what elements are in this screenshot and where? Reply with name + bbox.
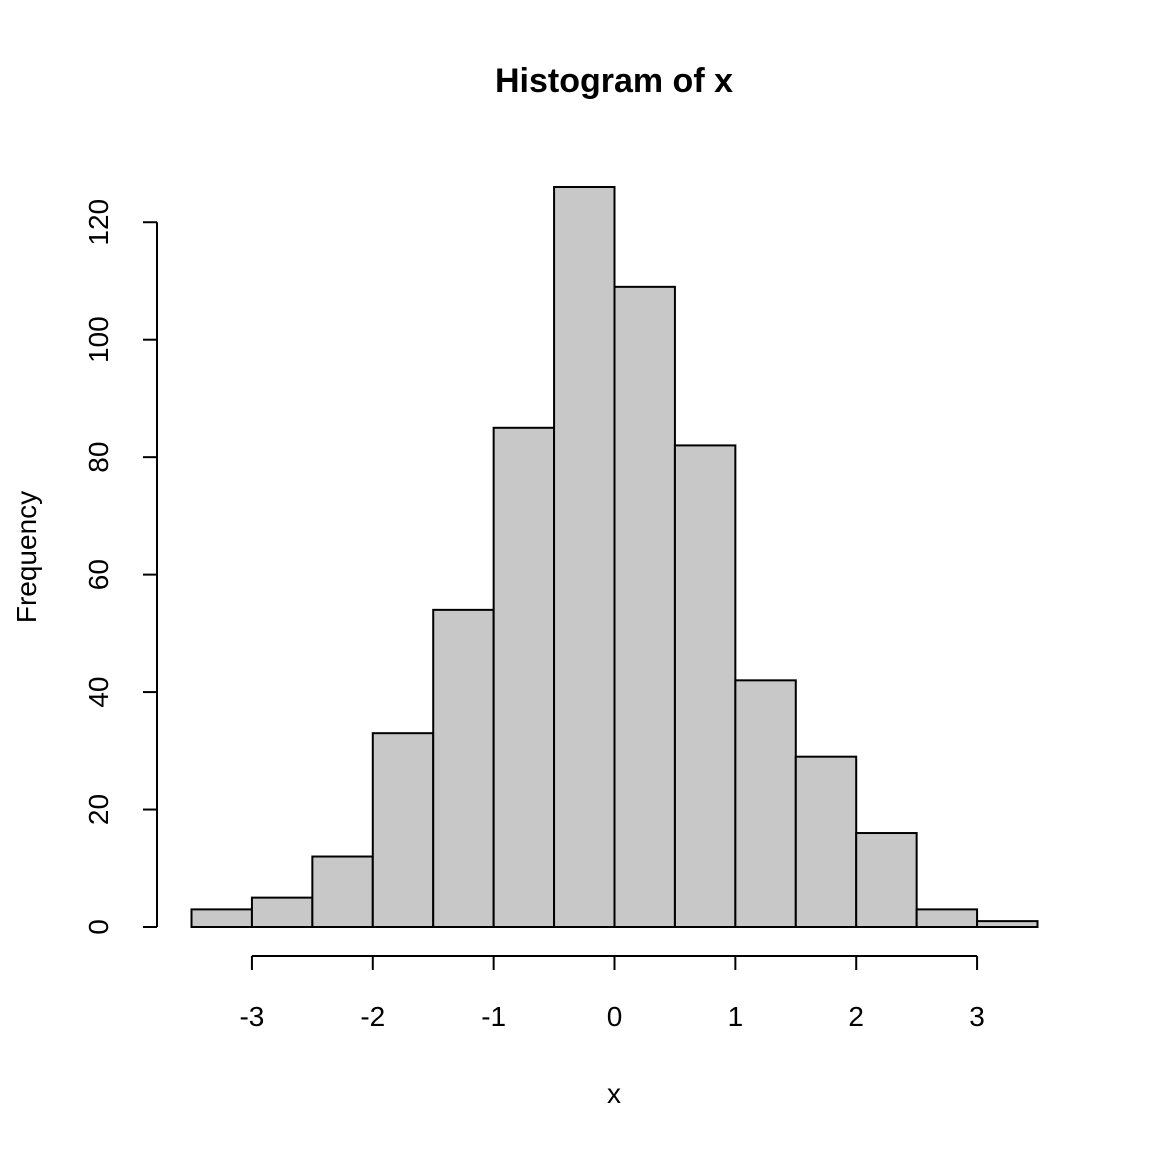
histogram-bar [492,426,556,928]
x-tick-label: 2 [848,1001,864,1032]
histogram-bar [855,832,918,928]
histogram-bar [734,679,797,928]
y-tick-label: 120 [83,199,114,246]
x-axis-label: x [607,1078,621,1109]
y-tick-label: 100 [83,316,114,363]
y-axis: 0 20 40 60 80 100 120 [83,199,158,935]
x-tick-label: -3 [239,1001,264,1032]
histogram-bar [794,755,858,929]
x-tick-label: -1 [481,1001,506,1032]
y-axis-label: Frequency [11,491,42,623]
histogram-bar [311,855,374,928]
histogram-bar [371,732,435,929]
y-tick-label: 40 [83,677,114,708]
chart-title: Histogram of x [495,62,733,100]
histogram-bar [190,908,253,929]
histogram-bar [432,608,495,928]
x-tick-label: 3 [969,1001,985,1032]
histogram-bar [915,908,979,929]
y-tick-label: 20 [83,794,114,825]
bars-group [190,186,1039,929]
x-axis: -3 -2 -1 0 1 2 3 [239,955,985,1032]
y-tick-label: 60 [83,559,114,590]
histogram-bar [250,896,314,929]
x-tick-label: 0 [607,1001,623,1032]
histogram-bar [613,285,676,929]
y-tick-label: 0 [83,919,114,935]
y-tick-label: 80 [83,442,114,473]
histogram-bar [673,444,737,928]
histogram-bar [553,186,616,928]
x-tick-label: 1 [728,1001,744,1032]
histogram-bar [976,920,1039,929]
x-tick-label: -2 [360,1001,385,1032]
